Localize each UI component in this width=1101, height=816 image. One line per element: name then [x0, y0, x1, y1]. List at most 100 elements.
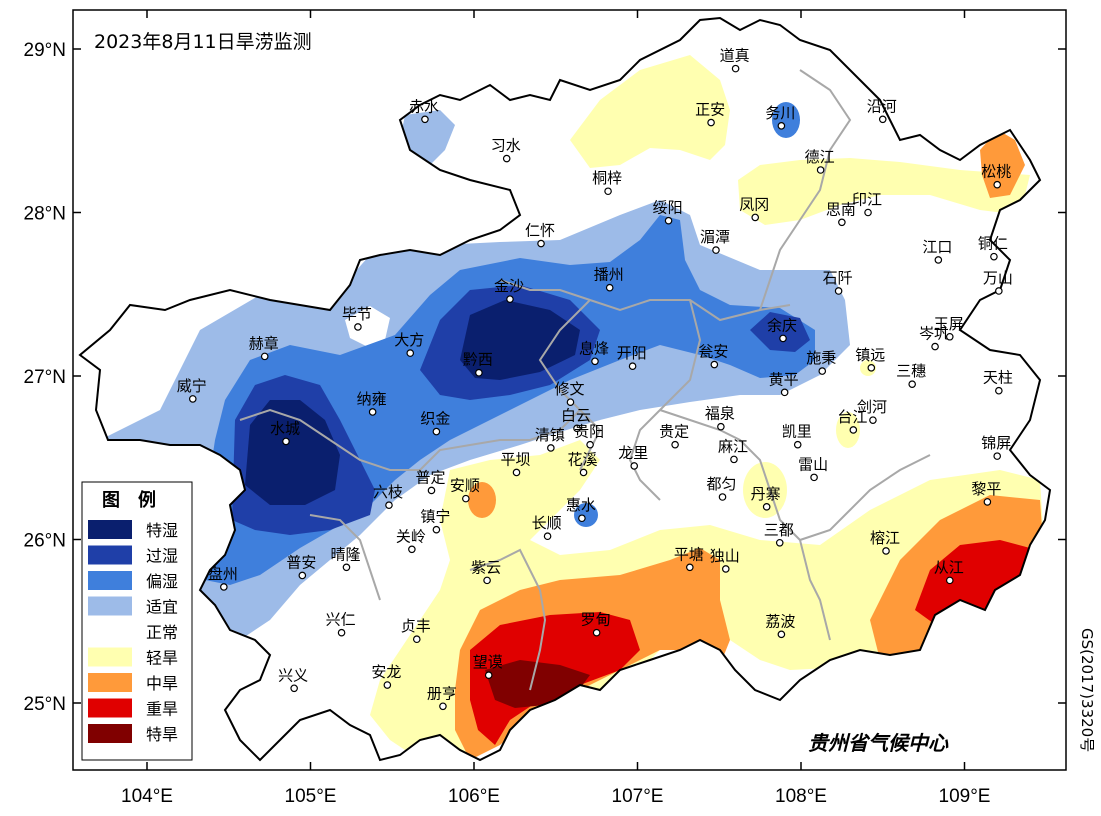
map-code: GS(2017)3320号 — [1078, 628, 1096, 752]
station-label: 普定 — [415, 468, 445, 486]
station-label: 凯里 — [782, 423, 812, 441]
station-marker: 贞丰 — [401, 617, 431, 644]
station-marker: 镇远 — [855, 346, 885, 372]
station-dot — [383, 681, 392, 689]
fill-extreme-wet-2 — [460, 300, 580, 380]
legend-label: 重旱 — [146, 700, 178, 719]
station-label: 桐梓 — [592, 169, 622, 187]
station-label: 紫云 — [471, 558, 501, 576]
legend-label: 正常 — [146, 623, 178, 642]
legend-title: 图 例 — [102, 489, 156, 511]
legend-swatch — [88, 724, 132, 743]
station-marker: 播州 — [594, 266, 624, 292]
station-dot — [412, 635, 421, 644]
station-dot — [751, 213, 760, 222]
station-label: 开阳 — [617, 344, 647, 362]
station-marker: 榕江 — [870, 529, 900, 555]
station-dot — [630, 462, 639, 470]
station-marker: 镇宁 — [420, 508, 450, 534]
map-title: 2023年8月11日旱涝监测 — [94, 31, 312, 53]
station-marker: 福泉 — [705, 405, 735, 431]
station-marker: 石阡 — [823, 269, 853, 295]
station-dot — [777, 122, 786, 130]
x-tick-label: 104°E — [121, 786, 173, 807]
station-label: 镇宁 — [420, 508, 450, 526]
station-marker: 荔波 — [765, 612, 795, 639]
station-marker: 印江 — [852, 191, 882, 217]
station-dot — [628, 362, 637, 370]
station-dot — [408, 545, 416, 554]
station-label: 思南 — [826, 200, 856, 218]
station-dot — [993, 180, 1002, 189]
station-marker: 湄潭 — [700, 228, 730, 254]
station-marker: 清镇 — [535, 426, 565, 452]
station-dot — [578, 514, 586, 523]
legend-swatch — [88, 673, 132, 692]
legend-label: 特湿 — [146, 521, 178, 540]
station-label: 榕江 — [870, 529, 900, 547]
station-label: 黔西 — [463, 351, 493, 369]
station-label: 都匀 — [707, 475, 737, 493]
station-dot — [993, 452, 1002, 460]
station-marker: 安龙 — [371, 663, 401, 689]
fill-extreme-wet — [245, 400, 340, 505]
station-dot — [816, 166, 825, 174]
x-tick-label: 108°E — [775, 786, 827, 807]
x-tick-label: 107°E — [612, 786, 664, 807]
station-marker: 从江 — [934, 558, 964, 585]
station-marker: 兴义 — [278, 666, 308, 693]
station-dot — [512, 468, 521, 477]
station-marker: 贵阳 — [574, 423, 604, 449]
station-label: 铜仁 — [978, 235, 1008, 253]
station-label: 龙里 — [618, 444, 648, 462]
station-dot — [762, 502, 771, 511]
station-marker: 锦屏 — [981, 434, 1011, 460]
station-label: 盘州 — [208, 565, 238, 583]
station-dot — [337, 628, 346, 637]
station-dot — [838, 218, 846, 227]
station-marker: 务川 — [765, 104, 795, 130]
station-dot — [945, 332, 954, 341]
legend-label: 特旱 — [146, 725, 178, 744]
station-label: 务川 — [765, 104, 795, 122]
station-label: 六枝 — [373, 483, 403, 501]
station-label: 息烽 — [579, 339, 609, 357]
station-dot — [573, 424, 581, 433]
station-dot — [931, 342, 939, 351]
station-label: 罗甸 — [581, 611, 611, 629]
station-marker: 道真 — [720, 47, 750, 73]
station-label: 绥阳 — [653, 199, 683, 217]
station-label: 锦屏 — [981, 434, 1011, 452]
station-dot — [864, 208, 872, 217]
station-dot — [483, 576, 491, 585]
station-dot — [543, 532, 552, 541]
station-label: 丹寨 — [751, 485, 781, 503]
legend-swatch — [88, 622, 132, 641]
station-marker: 凤冈 — [739, 195, 769, 222]
station-label: 平坝 — [501, 450, 531, 468]
station-label: 望谟 — [473, 653, 503, 671]
station-dot — [818, 367, 827, 375]
station-label: 播州 — [594, 266, 624, 284]
station-dot — [592, 628, 601, 637]
station-marker: 万山 — [983, 269, 1013, 295]
station-dot — [506, 295, 514, 303]
station-label: 福泉 — [705, 405, 735, 423]
station-label: 石阡 — [823, 269, 853, 287]
guizhou-province-outline — [78, 16, 1052, 762]
station-dot — [718, 493, 727, 501]
station-label: 金沙 — [494, 277, 524, 295]
station-marker: 兴仁 — [326, 611, 356, 637]
station-marker: 铜仁 — [978, 235, 1008, 261]
legend-label: 偏湿 — [146, 572, 178, 591]
station-label: 台江 — [837, 408, 867, 426]
station-marker: 瓮安 — [698, 343, 728, 369]
station-marker: 赤水 — [409, 97, 439, 124]
station-dot — [342, 563, 351, 572]
station-marker: 长顺 — [532, 514, 562, 541]
station-dot — [707, 118, 715, 127]
station-dot — [995, 386, 1003, 395]
station-dot — [188, 395, 197, 403]
station-marker: 丹寨 — [751, 485, 781, 511]
